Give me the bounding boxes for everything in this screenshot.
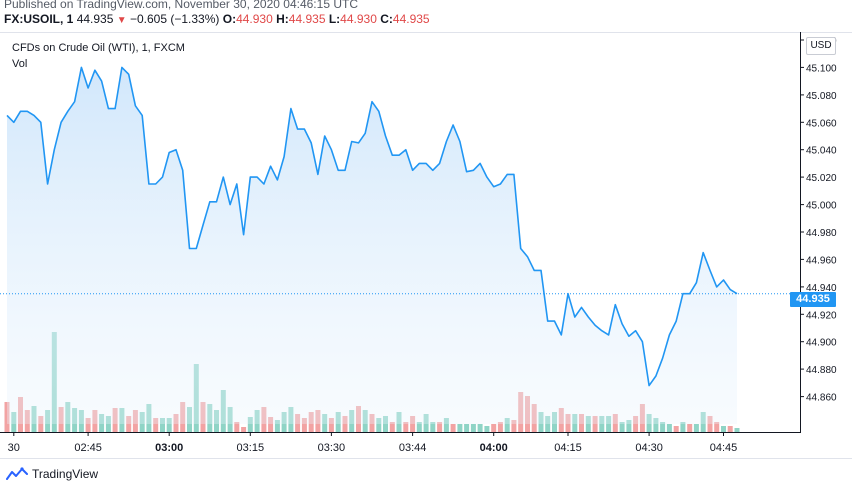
- price-tick-label-8: 44.960: [806, 255, 837, 266]
- volume-bar-23: [160, 418, 165, 432]
- close-label: C:: [380, 12, 393, 26]
- volume-bar-96: [653, 418, 659, 432]
- volume-bar-102: [693, 424, 699, 432]
- price-tick-label-3: 45.060: [806, 118, 837, 129]
- volume-bar-36: [247, 417, 253, 432]
- volume-bar-66: [450, 424, 456, 432]
- price-area-fill: [7, 67, 737, 425]
- time-tick-label-5: 03:44: [399, 442, 427, 454]
- time-tick-label-2: 03:00: [155, 442, 183, 454]
- volume-bar-64: [437, 422, 443, 432]
- published-caption: Published on TradingView.com, November 3…: [4, 0, 358, 11]
- time-tick-label-1: 02:45: [74, 442, 102, 454]
- price-tick-label-12: 44.880: [806, 365, 837, 376]
- volume-bar-75: [511, 420, 517, 432]
- volume-bar-55: [376, 418, 382, 432]
- volume-bar-92: [626, 420, 632, 432]
- time-axis-ticks: 30 02:45 03:00 03:15 03:30 03:44 04:00 04:15 04:…: [8, 432, 738, 454]
- volume-bar-68: [464, 424, 470, 432]
- price-tick-label-6: 45.000: [806, 201, 837, 212]
- volume-bar-24: [166, 418, 172, 432]
- volume-bar-69: [470, 424, 476, 432]
- price-tick-label-4: 45.040: [806, 146, 837, 157]
- volume-bar-63: [430, 422, 436, 432]
- close-value: 44.935: [392, 12, 430, 26]
- volume-bar-44: [301, 418, 307, 432]
- currency-button[interactable]: USD: [806, 37, 836, 55]
- time-tick-label-4: 03:30: [318, 442, 346, 454]
- price-axis-ticks: 45.12045.10045.08045.06045.04045.02045.0…: [800, 36, 837, 404]
- volume-bar-98: [666, 424, 672, 432]
- price-tick-label-11: 44.900: [806, 338, 837, 349]
- volume-bar-105: [714, 422, 720, 432]
- price-tick-label-13: 44.860: [806, 393, 837, 404]
- legend-volume[interactable]: Vol: [12, 58, 28, 70]
- volume-bar-48: [328, 418, 334, 432]
- low-label: L:: [328, 12, 341, 26]
- tradingview-branding[interactable]: TradingView: [6, 467, 98, 481]
- time-tick-label-3: 03:15: [237, 442, 265, 454]
- high-label: H:: [276, 12, 289, 26]
- price-change: −0.605 (−1.33%): [129, 12, 220, 26]
- time-tick-label-9: 04:45: [710, 442, 738, 454]
- volume-bar-74: [504, 418, 510, 432]
- volume-bar-71: [484, 426, 490, 432]
- volume-bar-73: [497, 422, 503, 432]
- down-arrow-icon: ▼: [116, 15, 127, 26]
- price-tick-label-10: 44.920: [806, 310, 837, 321]
- last-price: 44.935: [76, 12, 114, 26]
- tradingview-logo-icon: [6, 467, 28, 480]
- time-tick-label-6: 04:00: [480, 442, 508, 454]
- time-tick-label-0: 30: [8, 442, 20, 454]
- price-line[interactable]: [6, 66, 738, 387]
- volume-bar-59: [403, 422, 409, 432]
- price-chart[interactable]: 45.12045.10045.08045.06045.04045.02045.0…: [0, 0, 852, 460]
- high-value: 44.935: [288, 12, 326, 26]
- low-value: 44.930: [340, 12, 377, 26]
- volume-bar-108: [734, 428, 740, 432]
- volume-bar-12: [85, 418, 91, 432]
- volume-bar-39: [268, 417, 274, 432]
- volume-bar-57: [389, 422, 395, 432]
- volume-bar-40: [274, 420, 280, 432]
- volume-bar-61: [416, 422, 422, 432]
- symbol-label[interactable]: FX:USOIL, 1: [4, 12, 74, 26]
- volume-bar-106: [721, 426, 726, 432]
- volume-bar-35: [241, 427, 247, 432]
- price-tick-label-7: 44.980: [806, 228, 837, 239]
- tradingview-logo-text: TradingView: [32, 467, 99, 481]
- volume-bar-99: [673, 426, 679, 432]
- price-tick-label-1: 45.100: [806, 63, 837, 74]
- volume-bar-101: [687, 424, 693, 432]
- volume-bar-70: [477, 424, 483, 432]
- open-value: 44.930: [236, 12, 273, 26]
- time-tick-label-8: 04:30: [635, 442, 663, 454]
- volume-bar-100: [680, 422, 686, 432]
- volume-bar-34: [234, 422, 240, 432]
- price-tick-label-9: 44.940: [806, 283, 837, 294]
- legend-title[interactable]: CFDs on Crude Oil (WTI), 1, FXCM: [12, 42, 185, 54]
- time-tick-label-7: 04:15: [554, 442, 582, 454]
- open-label: O:: [222, 12, 237, 26]
- volume-bar-97: [660, 422, 666, 432]
- volume-bar-22: [153, 418, 159, 432]
- volume-bar-67: [457, 424, 463, 432]
- volume-bar-65: [443, 418, 449, 432]
- price-tick-label-5: 45.020: [806, 173, 837, 184]
- volume-bar-91: [619, 422, 625, 432]
- volume-bar-107: [727, 426, 733, 432]
- last-price-tag: 44.935: [790, 292, 836, 307]
- price-tick-label-2: 45.080: [806, 91, 837, 102]
- volume-bar-72: [491, 424, 497, 432]
- quote-summary: FX:USOIL, 1 44.935 ▼ −0.605 (−1.33%) O:4…: [4, 12, 430, 26]
